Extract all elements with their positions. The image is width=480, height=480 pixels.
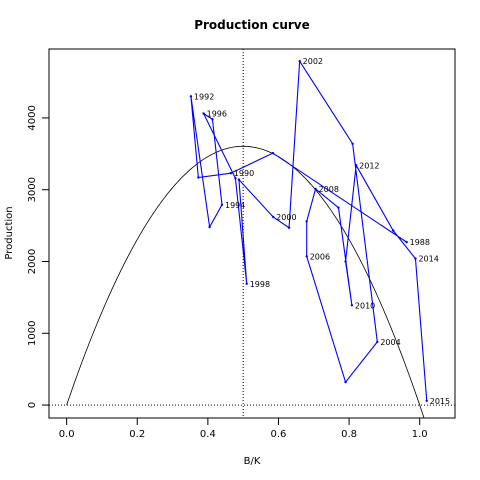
x-tick-label: 0.6 (271, 429, 287, 440)
data-point (350, 304, 354, 307)
y-tick-label: 0 (27, 402, 38, 408)
x-axis: 0.0 0.2 0.4 0.6 0.8 1.0 (59, 417, 428, 440)
x-tick-label: 1.0 (412, 429, 428, 440)
x-axis-label: B/K (244, 456, 261, 467)
data-point (197, 176, 200, 179)
y-axis: 0 1000 2000 3000 4000 (27, 105, 50, 408)
data-point (305, 220, 308, 223)
point-label: 2015 (430, 397, 450, 406)
point-label: 1994 (225, 201, 245, 210)
point-label: 2006 (310, 252, 330, 261)
data-point (287, 226, 291, 229)
point-label: 2008 (319, 185, 339, 194)
point-label: 1996 (207, 110, 227, 119)
data-point (271, 215, 275, 219)
y-tick-label: 2000 (27, 249, 38, 274)
data-point (220, 203, 224, 206)
y-tick-label: 1000 (27, 321, 38, 346)
point-label: 2004 (380, 338, 400, 347)
y-tick-label: 4000 (27, 105, 38, 130)
point-label: 1990 (234, 169, 254, 178)
production-curve (66, 145, 425, 418)
y-axis-label: Production (4, 206, 15, 259)
data-point (414, 257, 417, 260)
point-label: 1988 (410, 238, 430, 247)
data-point (314, 187, 317, 191)
chart-title: Production curve (194, 18, 310, 32)
data-point (211, 118, 214, 121)
point-label: 1998 (250, 280, 270, 289)
data-point (271, 151, 275, 155)
point-label: 2012 (359, 161, 379, 170)
data-point (351, 142, 354, 145)
data-point (376, 340, 379, 344)
series-line (190, 59, 428, 401)
data-point (234, 177, 237, 180)
data-point (425, 399, 428, 402)
data-point (305, 255, 308, 258)
y-tick-label: 3000 (27, 177, 38, 202)
data-point (337, 206, 340, 209)
data-series: 1988 1990 1992 1994 1996 1998 2000 2002 2004 2006… (189, 57, 450, 406)
x-tick-label: 0.2 (129, 429, 145, 440)
point-label: 2002 (303, 57, 323, 66)
data-point (344, 260, 347, 263)
x-tick-label: 0.8 (341, 429, 357, 440)
data-point (298, 60, 301, 63)
data-point (245, 282, 248, 285)
x-tick-label: 0.4 (200, 429, 216, 440)
point-label: 2010 (355, 301, 375, 310)
point-label: 2000 (276, 213, 296, 222)
x-tick-label: 0.0 (59, 429, 75, 440)
data-point (202, 112, 205, 115)
data-point (392, 229, 395, 232)
point-label: 1992 (194, 92, 214, 101)
data-point (344, 380, 347, 384)
data-point (405, 240, 408, 244)
data-point (229, 171, 233, 175)
data-point (237, 178, 241, 181)
point-label: 2014 (418, 255, 438, 264)
data-point (208, 225, 211, 229)
data-point (189, 95, 193, 98)
data-point (354, 164, 358, 167)
